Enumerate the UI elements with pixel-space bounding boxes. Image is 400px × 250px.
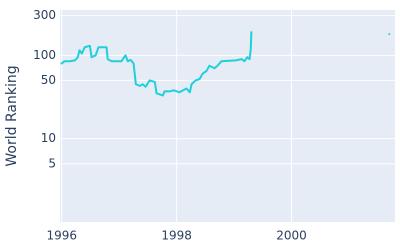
y-tick-label: 300 — [33, 8, 56, 22]
ranking-line — [60, 31, 391, 97]
x-tick-label: 2000 — [276, 229, 307, 243]
y-axis-title: World Ranking — [4, 65, 20, 166]
y-tick-label: 10 — [41, 131, 56, 145]
y-tick-label: 50 — [41, 73, 56, 87]
x-tick-label: 1996 — [46, 229, 77, 243]
y-tick-label: 5 — [48, 156, 56, 170]
plot-area — [60, 10, 395, 222]
y-tick-label: 100 — [33, 48, 56, 62]
x-tick-label: 1998 — [161, 229, 192, 243]
